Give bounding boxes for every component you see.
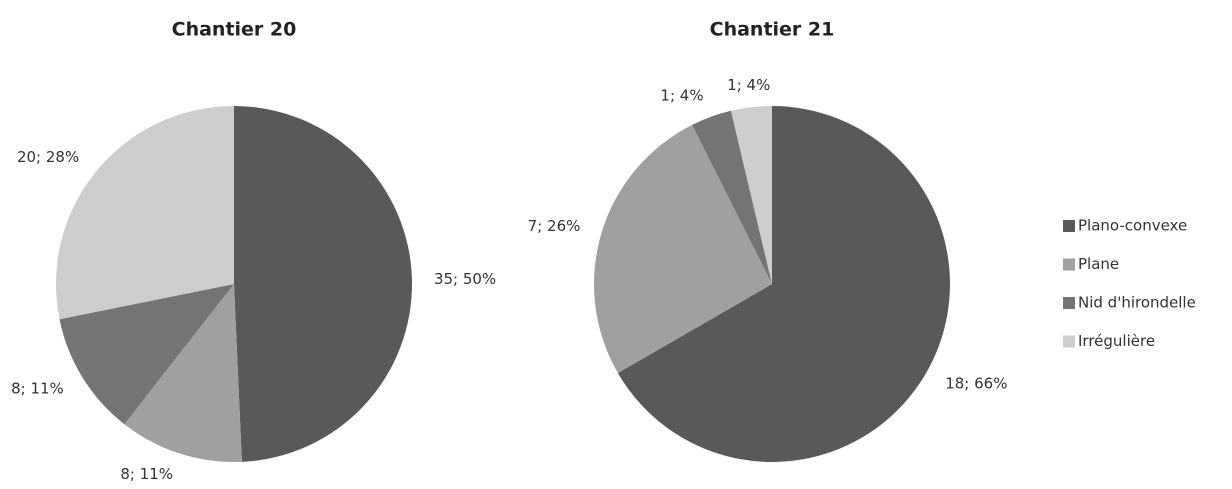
data-label: 35; 50% bbox=[434, 270, 496, 288]
data-label: 8; 11% bbox=[120, 465, 173, 483]
legend-label: Nid d'hirondelle bbox=[1078, 294, 1196, 312]
legend-swatch bbox=[1063, 335, 1075, 348]
data-label: 20; 28% bbox=[17, 148, 79, 166]
chart-title: Chantier 20 bbox=[172, 19, 297, 41]
chart-title: Chantier 21 bbox=[710, 19, 835, 41]
legend-swatch bbox=[1063, 297, 1075, 309]
legend-label: Plane bbox=[1078, 255, 1119, 273]
data-label: 1; 4% bbox=[660, 87, 703, 105]
pie-slice bbox=[234, 106, 412, 462]
pie-slice bbox=[124, 284, 242, 462]
legend-swatch bbox=[1063, 258, 1075, 271]
data-label: 18; 66% bbox=[945, 375, 1007, 393]
data-label: 8; 11% bbox=[11, 380, 64, 398]
pie-slice bbox=[59, 284, 234, 425]
pie-slice bbox=[617, 106, 951, 463]
pie-slice bbox=[692, 110, 772, 285]
legend-swatch bbox=[1063, 220, 1075, 232]
data-label: 1; 4% bbox=[727, 76, 770, 94]
pie-slice bbox=[55, 106, 235, 320]
data-label: 7; 26% bbox=[528, 217, 581, 235]
pie-slice bbox=[730, 106, 772, 284]
legend-label: Plano-convexe bbox=[1078, 217, 1187, 235]
legend-label: Irrégulière bbox=[1078, 332, 1155, 350]
pie-slice bbox=[594, 124, 772, 374]
